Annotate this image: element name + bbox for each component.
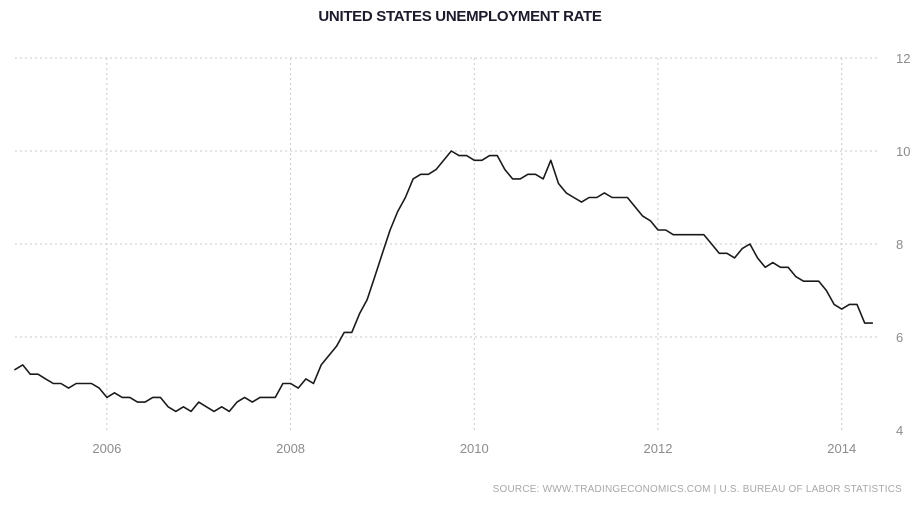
- y-tick-label: 6: [896, 330, 903, 345]
- y-tick-label: 4: [896, 423, 903, 438]
- y-tick-label: 10: [896, 144, 910, 159]
- series-layer: [14, 150, 874, 413]
- x-tick-label: 2010: [460, 441, 489, 456]
- x-tick-label: 2006: [92, 441, 121, 456]
- y-tick-label: 8: [896, 237, 903, 252]
- chart-title: UNITED STATES UNEMPLOYMENT RATE: [318, 8, 602, 25]
- x-tick-label: 2012: [644, 441, 673, 456]
- y-tick-label: 12: [896, 51, 910, 66]
- axis-tick-labels: 4 6 8 10 12 2006 2008 2010 2012 2014: [92, 51, 910, 456]
- x-tick-label: 2008: [276, 441, 305, 456]
- source-note: SOURCE: WWW.TRADINGECONOMICS.COM | U.S. …: [492, 484, 902, 495]
- gridlines: [15, 57, 880, 430]
- x-tick-label: 2014: [827, 441, 856, 456]
- series-line: [14, 150, 874, 413]
